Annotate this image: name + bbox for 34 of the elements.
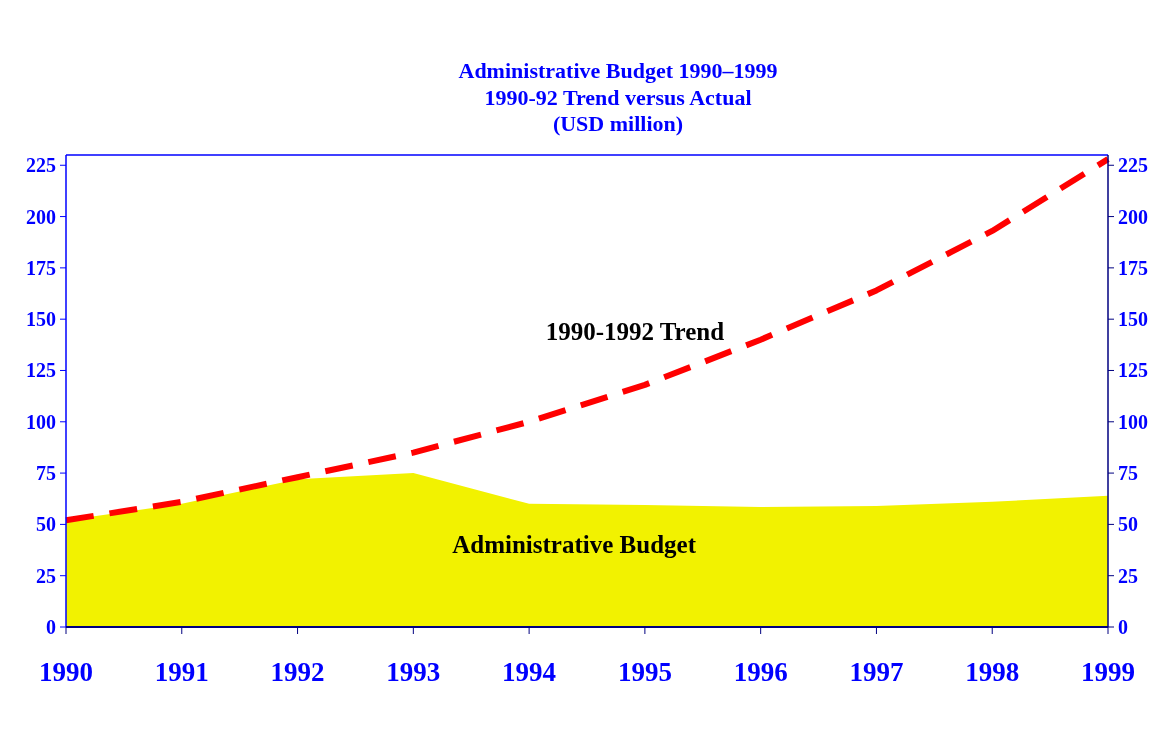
- x-tick-label: 1993: [386, 657, 441, 687]
- x-tick-label: 1998: [965, 657, 1020, 687]
- y-tick-label: 75: [36, 462, 56, 485]
- x-tick-label: 1997: [849, 657, 904, 687]
- x-tick-label: 1992: [270, 657, 325, 687]
- y-tick-label: 200: [26, 205, 56, 228]
- y-tick-label: 0: [46, 616, 56, 638]
- y-tick-label: 125: [26, 359, 56, 382]
- x-tick-label: 1999: [1081, 657, 1135, 687]
- series-label: Administrative Budget: [452, 531, 697, 559]
- y2-tick-label: 200: [1118, 205, 1148, 228]
- x-tick-label: 1994: [502, 657, 557, 687]
- y2-tick-label: 50: [1118, 513, 1138, 536]
- chart-subtitle: 1990-92 Trend versus Actual (USD million): [484, 85, 752, 136]
- y-tick-label: 225: [26, 154, 56, 177]
- y-tick-label: 175: [26, 256, 56, 279]
- y-tick-label: 100: [26, 410, 56, 433]
- y2-tick-label: 125: [1118, 359, 1148, 382]
- y-tick-label: 25: [36, 564, 56, 587]
- x-tick-label: 1996: [733, 657, 788, 687]
- y-tick-label: 150: [26, 308, 56, 331]
- x-tick-label: 1991: [154, 657, 209, 687]
- x-tick-label: 1990: [39, 657, 93, 687]
- y2-tick-label: 150: [1118, 308, 1148, 331]
- chart-title: Administrative Budget 1990–1999: [458, 58, 778, 83]
- y2-tick-label: 100: [1118, 410, 1148, 433]
- y2-tick-label: 175: [1118, 256, 1148, 279]
- y2-tick-label: 25: [1118, 564, 1138, 587]
- y2-tick-label: 75: [1118, 462, 1138, 485]
- series-label: 1990-1992 Trend: [545, 317, 725, 345]
- y2-tick-label: 225: [1118, 154, 1148, 177]
- y-tick-label: 50: [36, 513, 56, 536]
- x-tick-label: 1995: [617, 657, 672, 687]
- y2-tick-label: 0: [1118, 616, 1128, 638]
